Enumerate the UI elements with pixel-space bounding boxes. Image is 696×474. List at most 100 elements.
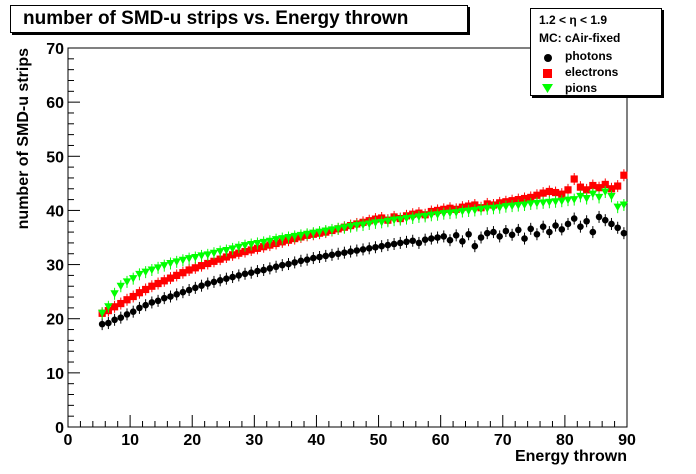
point-photons (167, 293, 174, 300)
y-axis-title: number of SMD-u strips (15, 48, 32, 229)
point-photons (204, 280, 212, 287)
point-pions (545, 198, 554, 207)
point-electrons (210, 257, 218, 265)
point-photons (533, 230, 541, 238)
point-photons (608, 220, 615, 228)
point-photons (539, 223, 547, 230)
point-photons (577, 223, 584, 230)
x-tick-label: 20 (183, 432, 201, 449)
point-photons (546, 228, 553, 236)
point-electrons (589, 181, 597, 190)
point-photons (465, 230, 472, 238)
point-photons (415, 239, 423, 247)
point-pions (302, 230, 312, 239)
point-electrons (117, 299, 125, 308)
point-photons (434, 234, 441, 241)
chart-title-box: number of SMD-u strips vs. Energy thrown (10, 5, 468, 33)
x-tick-label: 50 (370, 432, 388, 449)
point-photons (564, 220, 572, 228)
point-electrons (520, 194, 529, 203)
point-photons (198, 282, 205, 289)
x-axis-title: Energy thrown (515, 448, 627, 465)
point-photons (620, 229, 628, 237)
chart-title: number of SMD-u strips vs. Energy thrown (23, 8, 409, 29)
point-pions (371, 219, 380, 227)
point-pions (389, 216, 399, 225)
point-pions (402, 215, 411, 223)
point-pions (582, 195, 591, 203)
point-electrons (173, 271, 181, 279)
point-pions (160, 262, 169, 270)
series-photons (98, 210, 628, 331)
point-electrons (179, 269, 187, 277)
point-photons (129, 308, 137, 315)
point-photons (185, 286, 193, 294)
point-photons (341, 249, 348, 256)
point-pions (315, 228, 324, 237)
point-pions (135, 270, 144, 279)
point-electrons (570, 175, 578, 183)
point-pions (327, 226, 337, 234)
point-pions (570, 196, 579, 204)
point-pions (433, 211, 442, 219)
point-pions (414, 213, 424, 221)
point-photons (216, 276, 224, 284)
point-pions (557, 197, 566, 206)
point-photons (595, 213, 603, 221)
x-tick-label: 90 (618, 432, 636, 449)
point-electrons (583, 186, 591, 194)
point-photons (421, 236, 429, 243)
point-photons (527, 225, 535, 233)
point-photons (471, 242, 479, 250)
point-pions (215, 248, 225, 256)
point-pions (501, 203, 511, 211)
point-photons (179, 288, 187, 296)
point-photons (502, 227, 510, 235)
point-photons (328, 251, 336, 259)
point-pions (538, 199, 548, 207)
point-electrons (160, 277, 168, 285)
legend-marker-electrons (543, 69, 552, 78)
point-electrons (185, 266, 193, 274)
point-electrons (154, 279, 162, 288)
point-electrons (216, 255, 224, 263)
point-pions (408, 214, 417, 223)
point-photons (278, 261, 286, 269)
point-photons (428, 235, 435, 242)
point-electrons (197, 262, 206, 270)
point-photons (223, 275, 230, 282)
point-photons (297, 257, 305, 265)
point-pions (526, 200, 535, 208)
axes: 0 10 20 30 40 50 60 70 80 90010203040506070Energy… (15, 41, 636, 465)
point-photons (229, 273, 236, 281)
point-pions (290, 232, 299, 241)
point-photons (310, 254, 317, 262)
point-electrons (539, 189, 547, 197)
point-pions (203, 251, 212, 259)
point-photons (583, 217, 590, 225)
point-photons (570, 215, 578, 222)
point-photons (359, 246, 367, 253)
point-pions (278, 235, 287, 243)
point-photons (496, 233, 503, 240)
point-pions (495, 204, 504, 212)
x-tick-label: 70 (494, 432, 512, 449)
point-pions (358, 221, 368, 230)
point-electrons (595, 184, 603, 192)
point-electrons (533, 191, 541, 199)
point-photons (285, 260, 292, 268)
point-pions (383, 217, 393, 226)
point-electrons (620, 171, 628, 179)
point-photons (105, 319, 112, 327)
point-photons (160, 294, 168, 302)
point-pions (427, 211, 436, 220)
point-pions (97, 309, 107, 318)
point-photons (173, 291, 180, 298)
x-tick-label: 10 (121, 432, 139, 449)
point-pions (458, 208, 467, 216)
point-photons (148, 299, 156, 306)
point-photons (210, 278, 218, 286)
point-electrons (564, 186, 572, 194)
point-pions (588, 190, 598, 199)
